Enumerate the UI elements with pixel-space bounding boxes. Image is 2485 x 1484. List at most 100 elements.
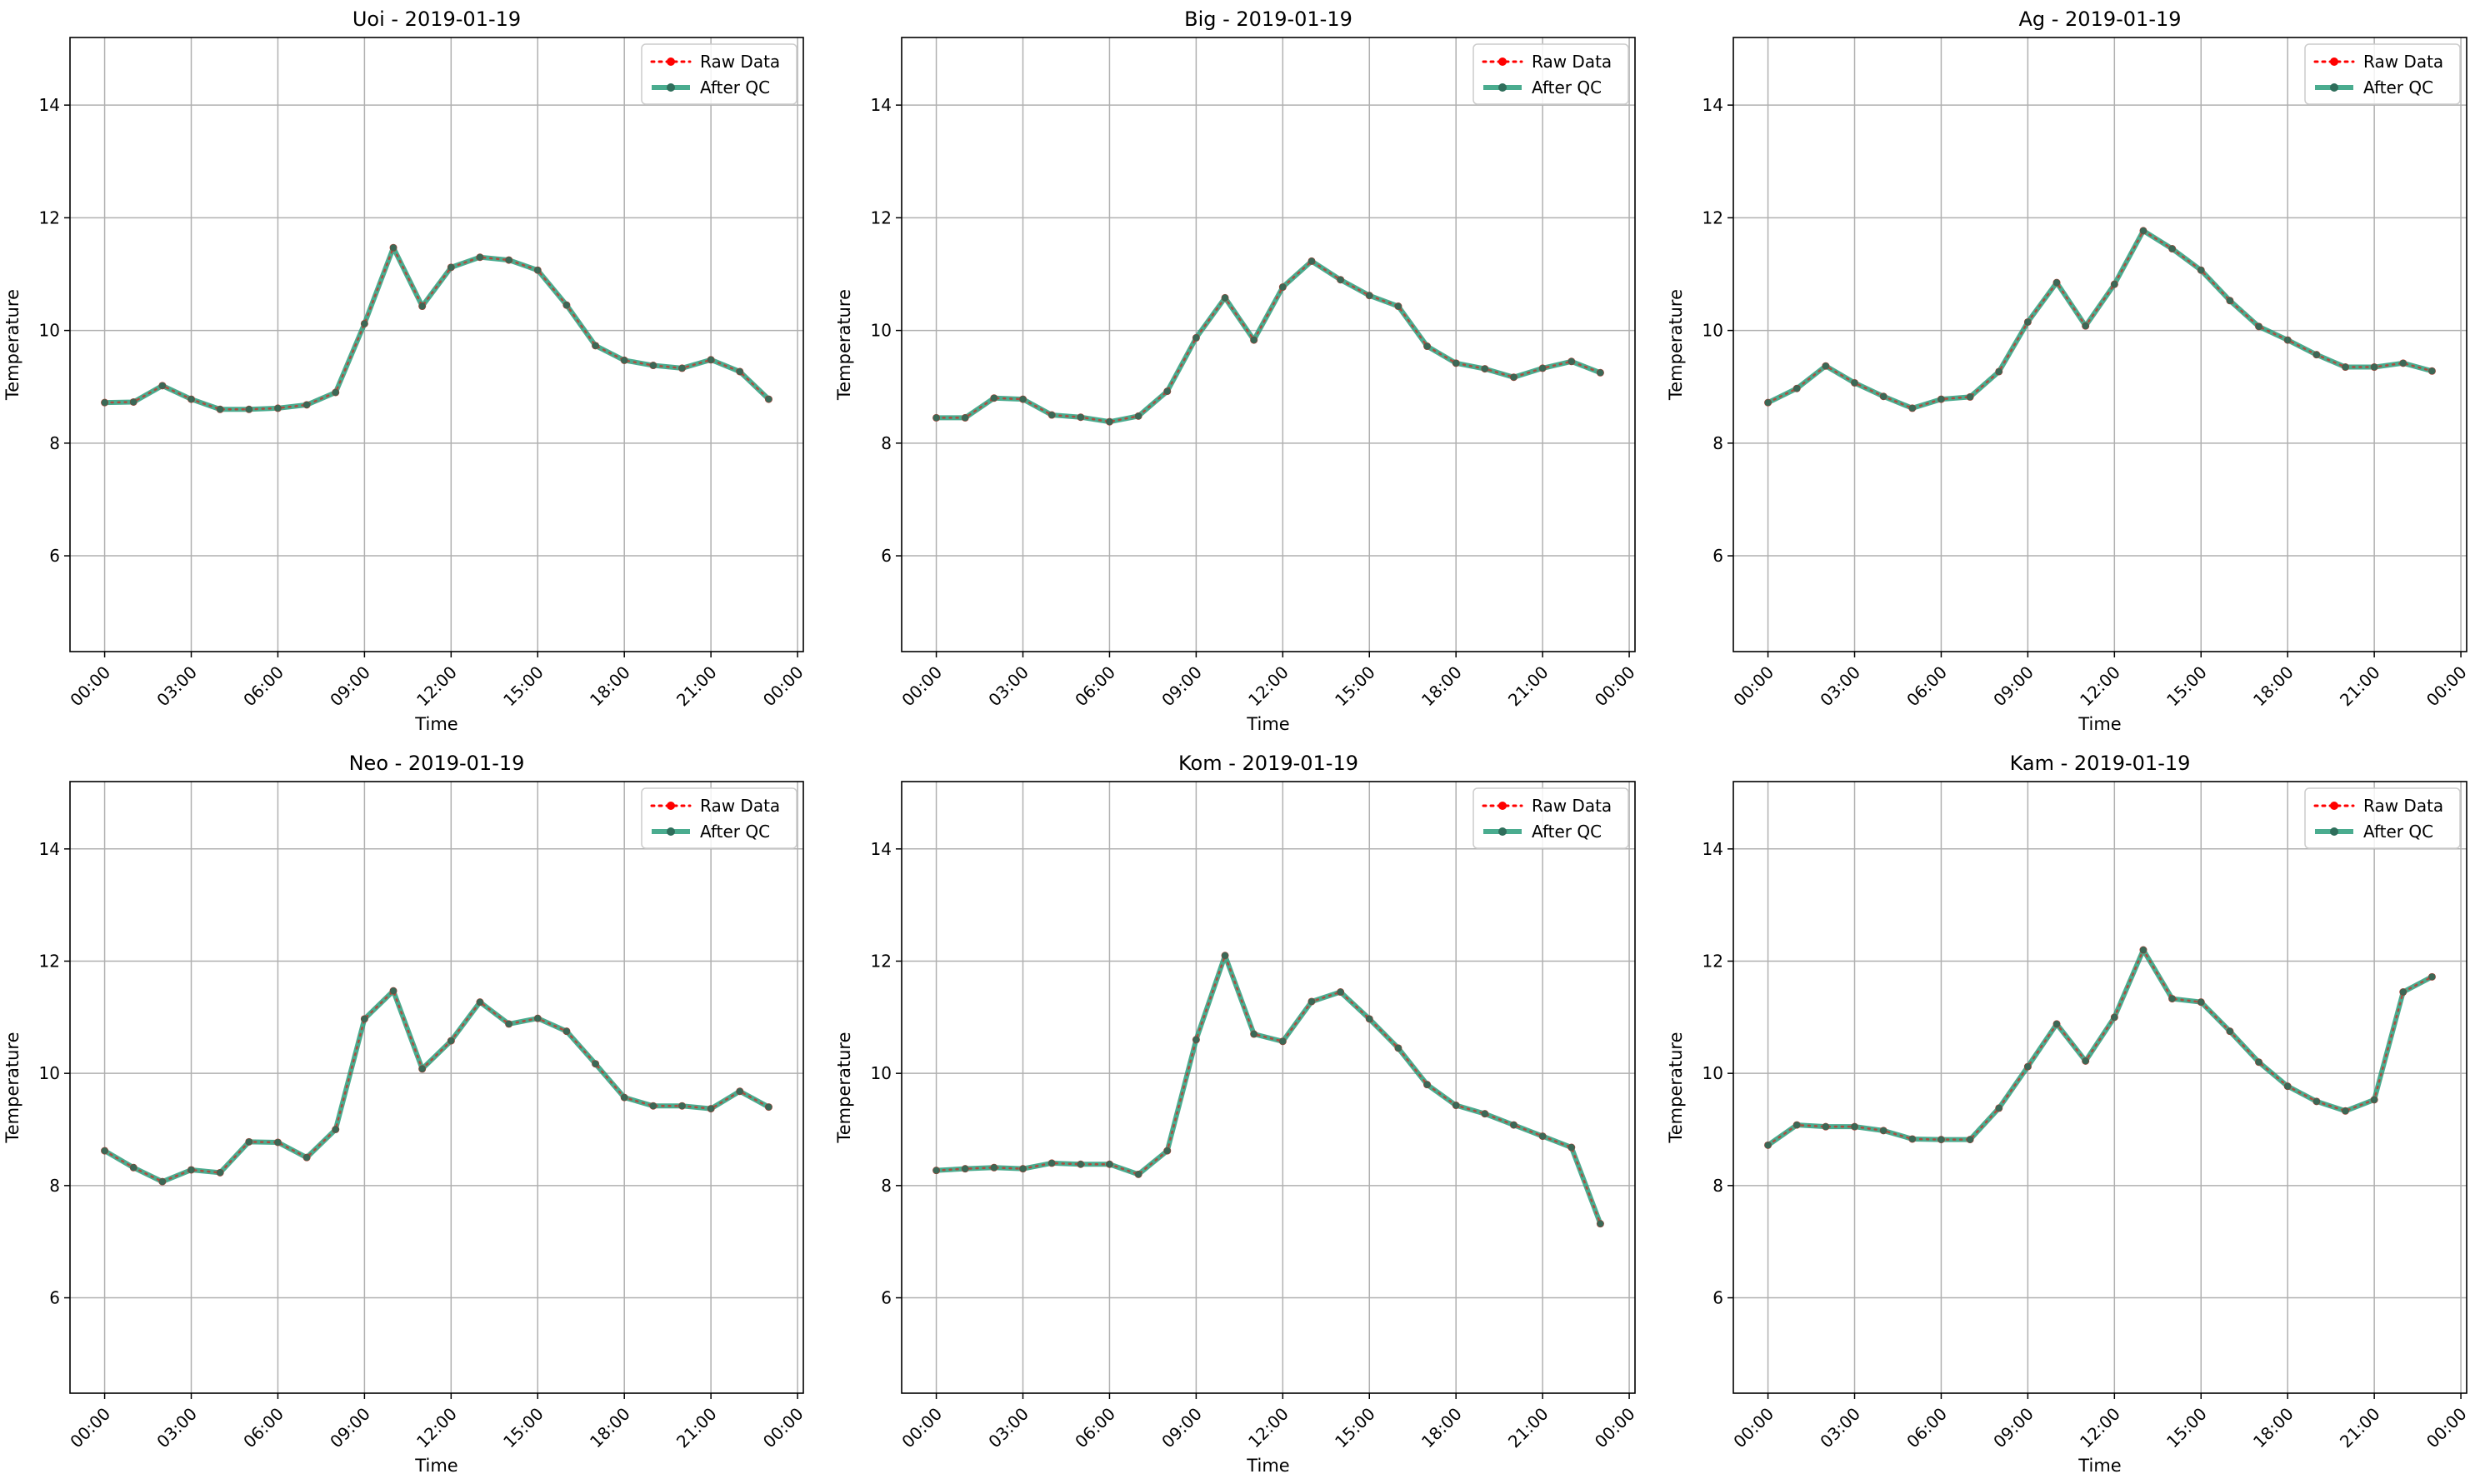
y-tick-label: 8: [49, 433, 60, 453]
axes-frame: [69, 37, 804, 652]
x-axis-label: Time: [2078, 1456, 2121, 1476]
axes-frame: [1732, 781, 2468, 1394]
after-qc-point: [245, 406, 252, 413]
grid: [70, 37, 803, 652]
after-qc-point: [158, 382, 166, 389]
x-axis-label: Time: [414, 714, 458, 734]
after-qc-point: [1880, 392, 1888, 400]
after-qc-point: [1394, 1044, 1402, 1052]
after-qc-point: [2312, 1097, 2320, 1105]
y-tick-label: 10: [1702, 321, 1723, 341]
after-qc-point: [1568, 357, 1575, 365]
after-qc-point: [621, 357, 628, 364]
after-qc-point: [592, 1060, 599, 1067]
after-qc-point: [274, 404, 282, 412]
after-qc-point: [1308, 997, 1315, 1005]
legend-marker-after-qc: [2330, 83, 2338, 92]
after-qc-point: [736, 367, 743, 375]
after-qc-point: [2111, 1013, 2118, 1021]
after-qc-point: [2342, 1107, 2349, 1115]
after-qc-point: [390, 244, 398, 252]
after-qc-point: [2082, 1057, 2089, 1065]
after-qc-point: [621, 1094, 628, 1102]
after-qc-point: [962, 414, 969, 422]
axes-frame: [901, 781, 1636, 1394]
legend-label-after-qc: After QC: [2363, 77, 2433, 97]
y-axis-label: Temperature: [2, 289, 22, 401]
after-qc-point: [592, 342, 599, 349]
legend-marker-raw-data: [2330, 802, 2338, 810]
after-qc-point: [1452, 1102, 1460, 1109]
after-qc-point: [765, 396, 772, 403]
y-tick-label: 6: [881, 546, 892, 566]
y-tick-label: 14: [871, 95, 892, 115]
after-qc-point: [2255, 1058, 2262, 1066]
y-tick-label: 14: [1702, 839, 1723, 859]
after-qc-point: [2139, 227, 2147, 234]
legend-label-after-qc: After QC: [1532, 77, 1602, 97]
after-qc-point: [1135, 1171, 1142, 1178]
after-qc-point: [1366, 1015, 1373, 1022]
after-qc-point: [361, 1015, 368, 1022]
after-qc-point: [1192, 334, 1200, 342]
series-line-raw-data: [1767, 229, 2433, 410]
after-qc-point: [448, 1037, 455, 1045]
after-qc-point: [505, 257, 512, 264]
legend-label-raw-data: Raw Data: [700, 796, 780, 816]
series-line-raw-data: [1767, 947, 2433, 1147]
after-qc-point: [1995, 367, 2002, 375]
y-tick-label: 14: [39, 839, 60, 859]
after-qc-point: [1938, 1136, 1945, 1143]
after-qc-point: [1995, 1104, 2002, 1112]
after-qc-point: [2428, 973, 2436, 981]
legend: Raw Data After QC: [1472, 787, 1629, 849]
after-qc-point: [448, 263, 455, 271]
grid: [1733, 782, 2467, 1393]
after-qc-point: [2255, 322, 2262, 330]
after-qc-point: [1510, 1122, 1518, 1129]
series-line-after-qc: [933, 952, 1603, 1227]
after-qc-point: [1106, 1161, 1113, 1168]
after-qc-point: [303, 1154, 311, 1162]
grid: [1733, 37, 2467, 652]
after-qc-point: [1019, 1165, 1027, 1172]
after-qc-point: [1366, 292, 1373, 299]
after-qc-point: [2284, 1082, 2292, 1090]
after-qc-point: [188, 396, 195, 403]
after-qc-point: [678, 364, 686, 372]
after-qc-point: [1851, 1123, 1858, 1131]
legend: Raw Data After QC: [2304, 43, 2461, 105]
after-qc-point: [245, 1138, 252, 1146]
y-tick-label: 10: [871, 321, 892, 341]
y-tick-label: 12: [39, 207, 60, 227]
after-qc-point: [534, 1015, 542, 1022]
y-tick-label: 8: [49, 1176, 60, 1196]
after-qc-point: [990, 1164, 998, 1172]
y-axis-label: Temperature: [834, 1032, 854, 1143]
after-qc-point: [736, 1087, 743, 1095]
after-qc-point: [2139, 947, 2147, 954]
y-tick-label: 6: [1712, 546, 1723, 566]
legend-label-raw-data: Raw Data: [700, 52, 780, 72]
chart-title: Big - 2019-01-19: [1184, 7, 1352, 31]
after-qc-point: [1337, 988, 1344, 996]
legend-label-raw-data: Raw Data: [1532, 52, 1612, 72]
after-qc-point: [2312, 351, 2320, 358]
chart-title: Ag - 2019-01-19: [2018, 7, 2181, 31]
y-tick-label: 12: [1702, 207, 1723, 227]
after-qc-point: [217, 1169, 224, 1177]
after-qc-point: [1423, 1081, 1431, 1088]
y-tick-label: 6: [49, 1288, 60, 1308]
after-qc-point: [962, 1165, 969, 1172]
after-qc-point: [1222, 294, 1229, 302]
after-qc-point: [534, 267, 542, 274]
after-qc-point: [1793, 385, 1801, 392]
y-tick-label: 10: [39, 1063, 60, 1083]
after-qc-point: [1880, 1127, 1888, 1134]
y-tick-label: 10: [39, 321, 60, 341]
grid: [70, 782, 803, 1393]
y-axis-label: Temperature: [2, 1032, 22, 1143]
after-qc-point: [1019, 396, 1027, 403]
after-qc-point: [1279, 283, 1287, 291]
legend-label-after-qc: After QC: [700, 822, 770, 842]
